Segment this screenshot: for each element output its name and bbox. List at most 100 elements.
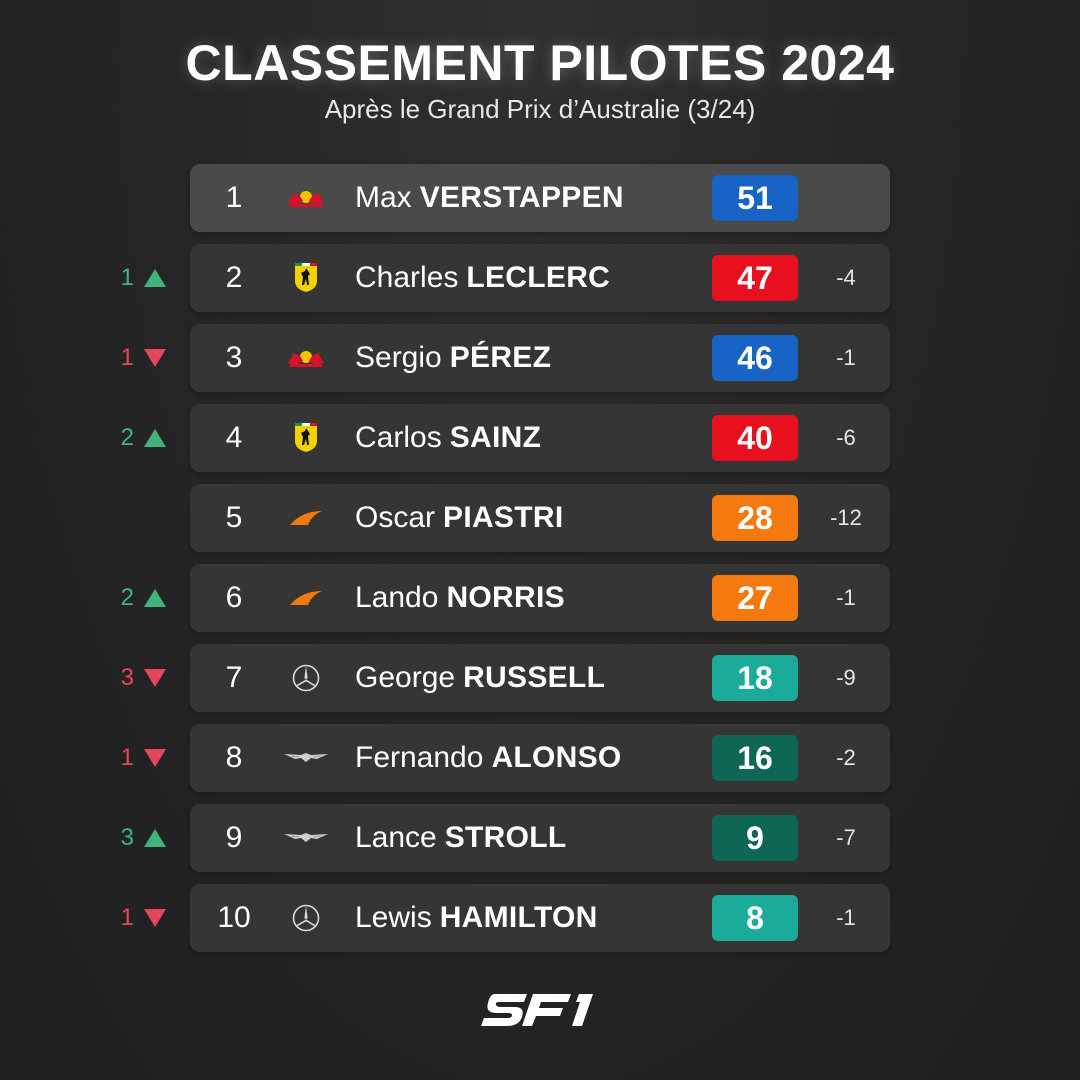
standings-list: 1 Max VERSTAPPEN 51 1 2 Charles LECLERC 47 -4 1 3 Se… <box>0 164 1080 964</box>
standings-row: 1 Max VERSTAPPEN 51 <box>0 164 1080 232</box>
driver-card: 6 Lando NORRIS 27 -1 <box>190 564 890 632</box>
page-subtitle: Après le Grand Prix d’Australie (3/24) <box>324 94 756 124</box>
driver-position: 10 <box>217 901 251 934</box>
standings-row: 2 4 Carlos SAINZ 40 -6 <box>0 404 1080 472</box>
position-change: 2 <box>100 404 166 472</box>
brand-footer <box>0 990 1080 1030</box>
driver-last-name: PÉREZ <box>449 341 552 374</box>
points-badge: 9 <box>712 815 798 861</box>
driver-first-name: Fernando <box>355 741 484 774</box>
driver-last-name: ALONSO <box>491 741 622 774</box>
position-change-value: 1 <box>120 344 134 371</box>
driver-name: Lance STROLL <box>355 804 567 872</box>
driver-last-name: STROLL <box>444 821 567 854</box>
team-logo <box>280 484 332 552</box>
driver-position: 8 <box>225 741 243 774</box>
driver-card: 4 Carlos SAINZ 40 -6 <box>190 404 890 472</box>
driver-last-name: LECLERC <box>466 261 611 294</box>
driver-name: George RUSSELL <box>355 644 605 712</box>
red-bull-logo-icon <box>288 351 324 367</box>
points-badge: 28 <box>712 495 798 541</box>
arrow-up-icon <box>144 429 166 447</box>
red-bull-logo-icon <box>288 191 324 207</box>
driver-last-name: HAMILTON <box>439 901 598 934</box>
position-change: 1 <box>100 324 166 392</box>
points-badge: 27 <box>712 575 798 621</box>
position-change-value: 2 <box>120 424 134 451</box>
driver-first-name: George <box>355 661 456 694</box>
driver-card: 7 George RUSSELL 18 -9 <box>190 644 890 712</box>
driver-card: 3 Sergio PÉREZ 46 -1 <box>190 324 890 392</box>
driver-card: 5 Oscar PIASTRI 28 -12 <box>190 484 890 552</box>
driver-name: Max VERSTAPPEN <box>355 164 624 232</box>
points-gap: -1 <box>836 345 856 370</box>
ferrari-logo-icon <box>295 263 317 292</box>
points-badge: 16 <box>712 735 798 781</box>
driver-card: 10 Lewis HAMILTON 8 -1 <box>190 884 890 952</box>
arrow-up-icon <box>144 269 166 287</box>
driver-card: 1 Max VERSTAPPEN 51 <box>190 164 890 232</box>
driver-position: 5 <box>225 501 243 534</box>
points-badge: 40 <box>712 415 798 461</box>
position-change: 1 <box>100 724 166 792</box>
team-logo <box>280 244 332 312</box>
driver-name: Charles LECLERC <box>355 244 610 312</box>
ferrari-logo-icon <box>295 423 317 452</box>
team-logo <box>280 804 332 872</box>
driver-position: 3 <box>225 341 243 374</box>
standings-row: 1 3 Sergio PÉREZ 46 -1 <box>0 324 1080 392</box>
arrow-down-icon <box>144 669 166 687</box>
points-gap: -1 <box>836 905 856 930</box>
points-gap <box>808 164 884 232</box>
position-change <box>100 164 166 232</box>
points-gap: -1 <box>836 585 856 610</box>
driver-position: 9 <box>225 821 243 854</box>
arrow-up-icon <box>144 829 166 847</box>
standings-row: 5 Oscar PIASTRI 28 -12 <box>0 484 1080 552</box>
driver-first-name: Carlos <box>355 421 442 454</box>
driver-name: Oscar PIASTRI <box>355 484 563 552</box>
position-change: 3 <box>100 804 166 872</box>
team-logo <box>280 724 332 792</box>
driver-last-name: SAINZ <box>449 421 542 454</box>
driver-name: Lewis HAMILTON <box>355 884 598 952</box>
driver-first-name: Lewis <box>355 901 432 934</box>
driver-first-name: Sergio <box>355 341 442 374</box>
position-change-value: 1 <box>120 904 134 931</box>
driver-first-name: Lance <box>355 821 437 854</box>
points-gap: -6 <box>836 425 856 450</box>
standings-row: 1 8 Fernando ALONSO 16 -2 <box>0 724 1080 792</box>
points-gap: -4 <box>836 265 856 290</box>
driver-last-name: PIASTRI <box>443 501 564 534</box>
points-gap: -12 <box>830 505 862 530</box>
driver-position: 2 <box>225 261 243 294</box>
driver-first-name: Charles <box>355 261 459 294</box>
team-logo <box>280 404 332 472</box>
position-change: 2 <box>100 564 166 632</box>
driver-position: 6 <box>225 581 243 614</box>
driver-first-name: Lando <box>355 581 439 614</box>
driver-card: 2 Charles LECLERC 47 -4 <box>190 244 890 312</box>
driver-name: Fernando ALONSO <box>355 724 622 792</box>
position-change-value: 1 <box>120 744 134 771</box>
driver-last-name: VERSTAPPEN <box>419 181 624 214</box>
team-logo <box>280 324 332 392</box>
standings-row: 3 7 George RUSSELL 18 -9 <box>0 644 1080 712</box>
driver-first-name: Oscar <box>355 501 436 534</box>
team-logo <box>280 564 332 632</box>
points-badge: 47 <box>712 255 798 301</box>
points-badge: 46 <box>712 335 798 381</box>
sf1-logo-icon <box>481 994 593 1026</box>
position-change-value: 3 <box>120 664 134 691</box>
position-change: 3 <box>100 644 166 712</box>
aston-martin-logo-icon <box>284 833 328 842</box>
team-logo <box>280 884 332 952</box>
points-gap: -9 <box>836 665 856 690</box>
position-change-value: 1 <box>120 264 134 291</box>
driver-first-name: Max <box>355 181 412 214</box>
driver-card: 8 Fernando ALONSO 16 -2 <box>190 724 890 792</box>
standings-row: 1 2 Charles LECLERC 47 -4 <box>0 244 1080 312</box>
arrow-down-icon <box>144 349 166 367</box>
position-change: 1 <box>100 244 166 312</box>
points-gap: -2 <box>836 745 856 770</box>
